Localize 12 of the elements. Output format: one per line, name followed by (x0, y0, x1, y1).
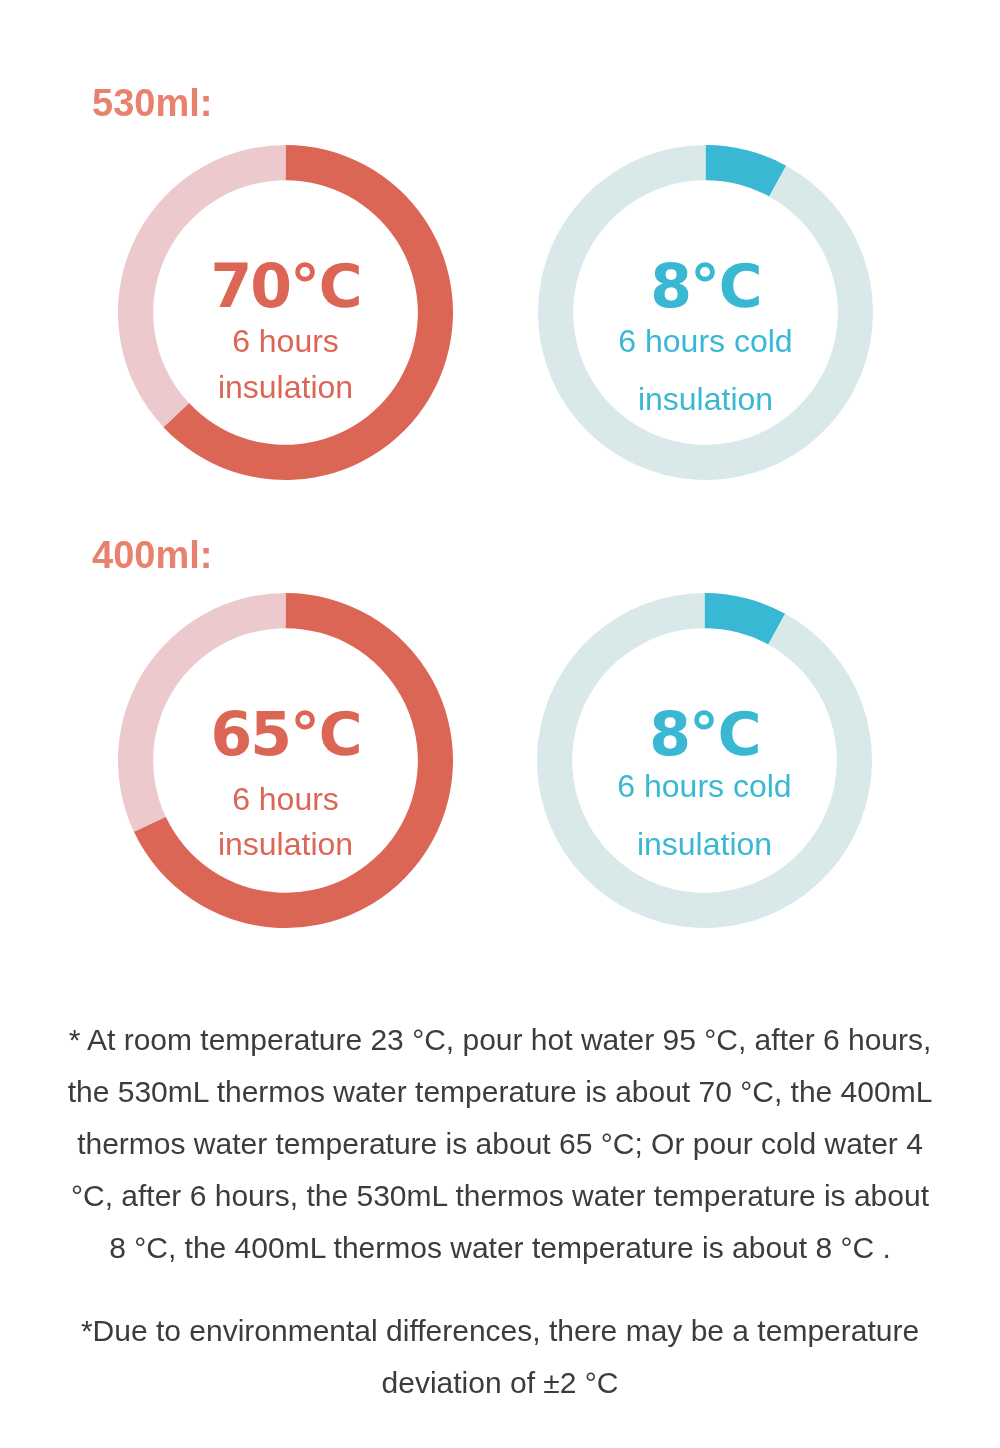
chart-title: 400ml: (92, 533, 213, 577)
text: 6 hours cold insulation (616, 767, 793, 864)
text: 6 hours cold insulation (618, 323, 793, 417)
text: *Due to environmental differences, there may be a temperature deviation of ±2 °C (79, 1313, 921, 1401)
text: * At room temperature 23 °C, pour hot water 95 °C, after 6 hours, the 530mL thermos water temperature is about 70 °C, the 400mL thermos water temperature is about 65 °C; Or pour cold water 4 °C, after 6 hours, the 530mL thermos water temperature is about 8 °C, the 400mL thermos water temperature is about 8 °C . (66, 1022, 934, 1266)
text: 8℃ (649, 250, 762, 321)
text: 6 hours insulation (217, 323, 354, 405)
chart-title: 530ml: (92, 81, 213, 125)
text: 8℃ (648, 698, 761, 769)
text: 6 hours insulation (216, 779, 355, 864)
text: 65℃ (209, 698, 362, 769)
text: 70℃ (209, 250, 362, 321)
